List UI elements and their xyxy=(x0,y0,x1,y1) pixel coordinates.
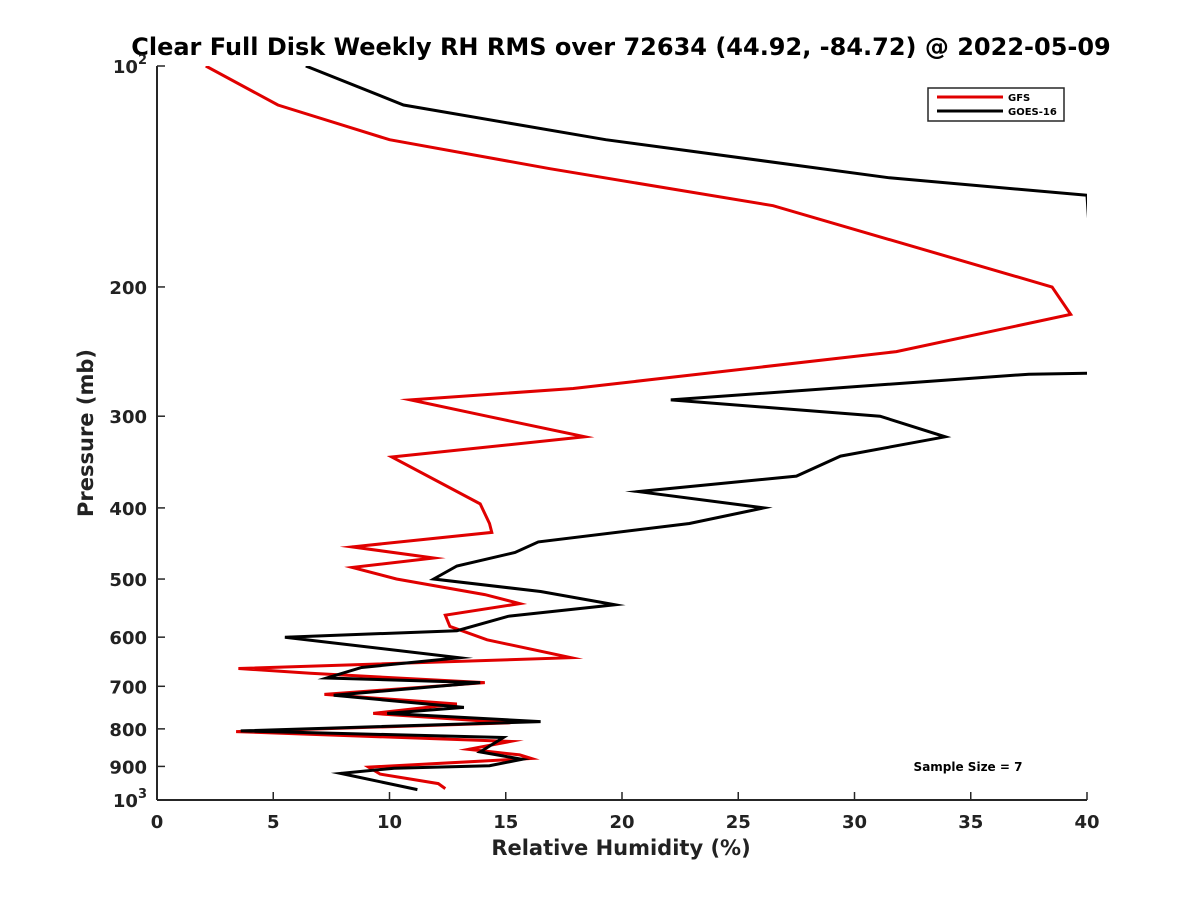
series-line-gfs xyxy=(205,66,1074,790)
y-tick-base: 600 xyxy=(109,628,147,649)
y-tick-label: 900 xyxy=(109,757,147,778)
y-tick-label: 200 xyxy=(109,278,147,299)
y-tick-label: 102 xyxy=(113,53,147,78)
x-tick-label: 0 xyxy=(151,812,164,833)
legend-label-goes16: GOES-16 xyxy=(1008,107,1057,118)
y-tick-label: 300 xyxy=(109,407,147,428)
legend-box xyxy=(927,87,1065,122)
x-ticks: 0 5 10 15 20 25 30 35 40 xyxy=(151,792,1100,833)
x-axis-label: Relative Humidity (%) xyxy=(491,836,750,860)
chart-title: Clear Full Disk Weekly RH RMS over 72634… xyxy=(131,33,1111,61)
legend: GFS GOES-16 xyxy=(927,87,1065,122)
y-axis-label: Pressure (mb) xyxy=(74,349,98,517)
x-tick-label: 5 xyxy=(267,812,280,833)
x-tick-label: 35 xyxy=(958,812,983,833)
y-tick-base: 700 xyxy=(109,677,147,698)
y-tick-base: 800 xyxy=(109,720,147,741)
y-tick-base: 10 xyxy=(113,57,138,78)
x-tick-label: 20 xyxy=(609,812,634,833)
series-layer xyxy=(205,66,1087,792)
y-tick-base: 900 xyxy=(109,757,147,778)
y-tick-label: 700 xyxy=(109,677,147,698)
y-tick-label: 600 xyxy=(109,628,147,649)
y-tick-base: 500 xyxy=(109,570,147,591)
plot-area xyxy=(205,66,1087,792)
y-tick-base: 10 xyxy=(113,791,138,812)
y-tick-exponent: 2 xyxy=(138,53,147,68)
y-tick-base: 300 xyxy=(109,407,147,428)
y-tick-label: 400 xyxy=(109,499,147,520)
legend-label-gfs: GFS xyxy=(1008,93,1030,104)
y-tick-exponent: 3 xyxy=(138,787,147,802)
x-tick-label: 25 xyxy=(726,812,751,833)
series-line-goes16 xyxy=(240,66,1087,792)
y-tick-label: 800 xyxy=(109,720,147,741)
sample-size-annotation: Sample Size = 7 xyxy=(914,760,1023,774)
x-tick-label: 30 xyxy=(842,812,867,833)
y-tick-base: 400 xyxy=(109,499,147,520)
y-tick-base: 200 xyxy=(109,278,147,299)
x-tick-label: 40 xyxy=(1074,812,1099,833)
y-tick-label: 500 xyxy=(109,570,147,591)
x-tick-label: 10 xyxy=(377,812,402,833)
axes: 0 5 10 15 20 25 30 35 40 10220030040050060070080… xyxy=(109,53,1099,833)
x-tick-label: 15 xyxy=(493,812,518,833)
y-tick-label: 103 xyxy=(113,787,147,812)
